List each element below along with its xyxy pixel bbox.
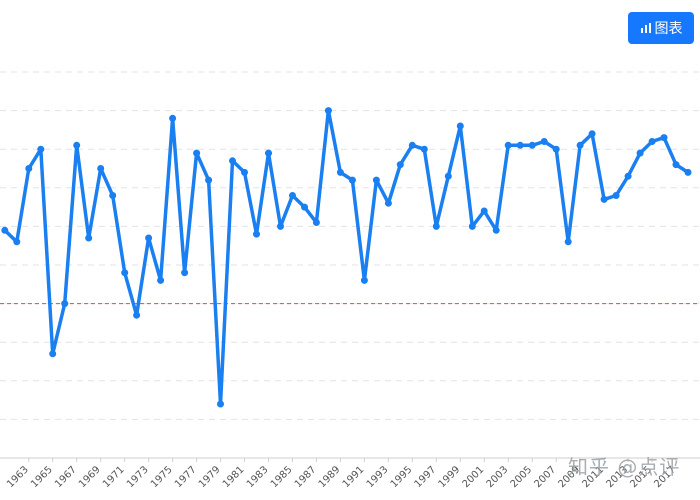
data-point[interactable] <box>528 141 536 149</box>
data-point[interactable] <box>612 192 620 199</box>
x-tick-label: 1977 <box>173 464 199 490</box>
data-point[interactable] <box>456 122 464 130</box>
chart-button[interactable]: 图表 <box>628 12 694 44</box>
data-point[interactable] <box>289 192 296 199</box>
data-point[interactable] <box>516 141 524 149</box>
x-tick-label: 1965 <box>29 464 55 490</box>
x-tick-label: 1991 <box>341 464 367 490</box>
data-point[interactable] <box>85 234 93 242</box>
data-point[interactable] <box>121 269 129 277</box>
data-point[interactable] <box>324 107 332 115</box>
x-tick-label: 1993 <box>365 464 391 490</box>
data-point[interactable] <box>265 149 272 157</box>
x-tick-label: 1963 <box>5 464 31 490</box>
gridlines <box>0 71 700 420</box>
x-tick-label: 1969 <box>77 464 103 490</box>
x-tick-label: 1975 <box>149 464 175 490</box>
data-point[interactable] <box>253 230 260 238</box>
data-point[interactable] <box>25 165 33 172</box>
data-point[interactable] <box>648 138 656 145</box>
data-point[interactable] <box>37 145 45 153</box>
series-line <box>3 108 690 406</box>
data-point[interactable] <box>348 176 356 184</box>
data-point[interactable] <box>169 114 177 122</box>
data-point[interactable] <box>624 172 632 180</box>
data-point[interactable] <box>312 219 320 226</box>
data-point[interactable] <box>588 130 596 138</box>
data-point[interactable] <box>205 176 213 184</box>
data-point[interactable] <box>217 400 224 408</box>
x-tick-label: 1973 <box>125 464 151 490</box>
data-point[interactable] <box>73 141 81 149</box>
data-point[interactable] <box>408 141 416 149</box>
data-point[interactable] <box>241 168 248 176</box>
x-tick-label: 1981 <box>221 464 247 490</box>
x-tick-label: 2007 <box>533 464 559 490</box>
data-point[interactable] <box>540 138 548 145</box>
data-point[interactable] <box>1 226 9 234</box>
x-tick-label: 1979 <box>197 464 223 490</box>
data-point[interactable] <box>384 199 392 207</box>
data-point[interactable] <box>684 168 692 176</box>
data-point[interactable] <box>468 222 476 230</box>
data-point[interactable] <box>157 276 165 284</box>
chart-button-label: 图表 <box>654 21 683 37</box>
data-point[interactable] <box>61 300 69 308</box>
x-tick-label: 1985 <box>269 464 295 490</box>
data-point[interactable] <box>145 234 153 242</box>
data-point[interactable] <box>336 168 344 176</box>
data-point[interactable] <box>301 203 308 211</box>
series-layer <box>1 107 692 408</box>
x-tick-label: 1995 <box>389 464 415 490</box>
data-point[interactable] <box>396 161 404 169</box>
data-point[interactable] <box>277 222 284 230</box>
x-tick-label: 2005 <box>509 464 535 490</box>
x-tick-label: 1989 <box>317 464 343 490</box>
x-tick-label: 1971 <box>101 464 127 490</box>
data-point[interactable] <box>660 134 668 142</box>
x-tick-label: 1999 <box>437 464 463 490</box>
watermark: 知乎 @点评 <box>568 455 681 479</box>
data-point[interactable] <box>372 176 380 184</box>
data-point[interactable] <box>432 222 440 230</box>
data-point[interactable] <box>552 145 560 153</box>
data-point[interactable] <box>360 276 368 284</box>
data-point[interactable] <box>672 161 680 169</box>
data-point[interactable] <box>13 238 21 246</box>
x-tick-label: 2003 <box>485 464 511 490</box>
data-point[interactable] <box>109 192 117 199</box>
data-point[interactable] <box>504 141 512 149</box>
data-point[interactable] <box>193 149 201 157</box>
x-tick-label: 1983 <box>245 464 271 490</box>
bar-chart-icon <box>640 22 652 34</box>
data-point[interactable] <box>49 350 57 358</box>
data-point[interactable] <box>492 226 500 234</box>
data-point[interactable] <box>97 165 105 172</box>
x-tick-label: 2001 <box>461 464 487 490</box>
x-tick-label: 1997 <box>413 464 439 490</box>
data-point[interactable] <box>444 172 452 180</box>
data-point[interactable] <box>229 157 236 165</box>
data-point[interactable] <box>636 149 644 157</box>
data-point[interactable] <box>480 207 488 215</box>
x-tick-label: 1967 <box>53 464 79 490</box>
data-point[interactable] <box>420 145 428 153</box>
data-point[interactable] <box>576 141 584 149</box>
data-point[interactable] <box>600 195 608 203</box>
data-point[interactable] <box>133 311 141 319</box>
data-point[interactable] <box>181 269 189 277</box>
x-tick-label: 1987 <box>293 464 319 490</box>
data-point[interactable] <box>564 238 572 246</box>
